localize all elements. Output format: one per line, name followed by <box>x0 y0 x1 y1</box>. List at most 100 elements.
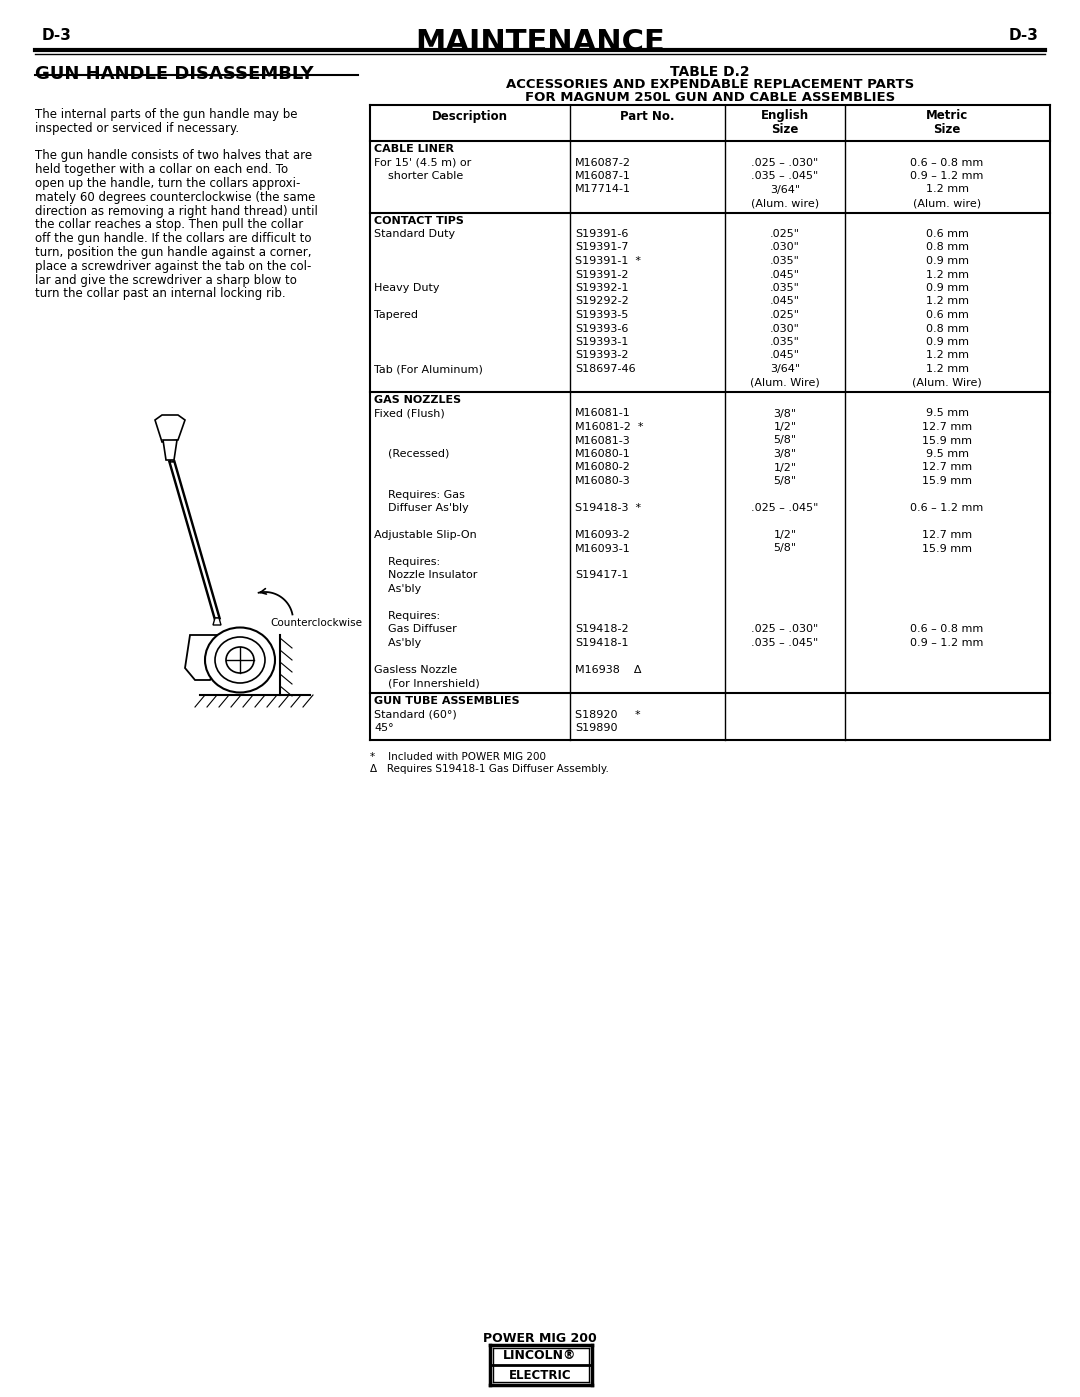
Text: 0.9 mm: 0.9 mm <box>926 284 969 293</box>
Text: *    Included with POWER MIG 200: * Included with POWER MIG 200 <box>370 752 546 761</box>
Text: S19391-6: S19391-6 <box>575 229 629 239</box>
Text: .045": .045" <box>770 270 800 279</box>
Text: .035": .035" <box>770 337 800 346</box>
Text: M16093-2: M16093-2 <box>575 529 631 541</box>
Text: 1/2": 1/2" <box>773 529 797 541</box>
Text: M17714-1: M17714-1 <box>575 184 631 194</box>
Text: 5/8": 5/8" <box>773 543 797 553</box>
Text: GUN HANDLE DISASSEMBLY: GUN HANDLE DISASSEMBLY <box>35 66 313 82</box>
Ellipse shape <box>226 647 254 673</box>
Text: .025": .025" <box>770 229 800 239</box>
Text: The gun handle consists of two halves that are: The gun handle consists of two halves th… <box>35 149 312 162</box>
Text: POWER MIG 200: POWER MIG 200 <box>483 1331 597 1345</box>
Text: (Alum. wire): (Alum. wire) <box>751 198 819 208</box>
Text: Heavy Duty: Heavy Duty <box>374 284 440 293</box>
Text: turn, position the gun handle against a corner,: turn, position the gun handle against a … <box>35 246 311 258</box>
Text: 3/64": 3/64" <box>770 365 800 374</box>
Text: .045": .045" <box>770 351 800 360</box>
Text: 12.7 mm: 12.7 mm <box>922 422 972 432</box>
Text: GAS NOZZLES: GAS NOZZLES <box>374 395 461 405</box>
Text: 1.2 mm: 1.2 mm <box>926 270 969 279</box>
Text: S19418-2: S19418-2 <box>575 624 629 634</box>
Text: S19391-7: S19391-7 <box>575 243 629 253</box>
Text: the collar reaches a stop. Then pull the collar: the collar reaches a stop. Then pull the… <box>35 218 303 232</box>
Text: place a screwdriver against the tab on the col-: place a screwdriver against the tab on t… <box>35 260 311 272</box>
Text: .035 – .045": .035 – .045" <box>752 170 819 182</box>
Polygon shape <box>170 462 219 617</box>
Text: D-3: D-3 <box>42 28 72 43</box>
Text: Fixed (Flush): Fixed (Flush) <box>374 408 445 419</box>
Text: M16081-1: M16081-1 <box>575 408 631 419</box>
Text: D-3: D-3 <box>1008 28 1038 43</box>
Text: CONTACT TIPS: CONTACT TIPS <box>374 215 464 225</box>
Text: (For Innershield): (For Innershield) <box>374 679 480 689</box>
Text: Nozzle Insulator: Nozzle Insulator <box>374 570 477 581</box>
Text: lar and give the screwdriver a sharp blow to: lar and give the screwdriver a sharp blo… <box>35 274 297 286</box>
Text: S19890: S19890 <box>575 724 618 733</box>
Ellipse shape <box>215 637 265 683</box>
Text: Gas Diffuser: Gas Diffuser <box>374 624 457 634</box>
Text: For 15' (4.5 m) or: For 15' (4.5 m) or <box>374 158 471 168</box>
Text: 3/8": 3/8" <box>773 448 797 460</box>
Text: S18920     *: S18920 * <box>575 710 640 719</box>
Text: Requires:: Requires: <box>374 610 441 622</box>
Text: S19418-1: S19418-1 <box>575 638 629 648</box>
Polygon shape <box>213 617 221 624</box>
Text: The internal parts of the gun handle may be: The internal parts of the gun handle may… <box>35 108 297 122</box>
Text: Metric: Metric <box>926 109 968 122</box>
Text: 1/2": 1/2" <box>773 462 797 472</box>
Text: English: English <box>761 109 809 122</box>
Text: Size: Size <box>933 123 961 136</box>
Text: ELECTRIC: ELECTRIC <box>509 1369 571 1382</box>
Text: 1.2 mm: 1.2 mm <box>926 351 969 360</box>
Polygon shape <box>185 636 230 680</box>
Text: As'bly: As'bly <box>374 638 421 648</box>
Text: open up the handle, turn the collars approxi-: open up the handle, turn the collars app… <box>35 177 300 190</box>
Polygon shape <box>163 440 177 460</box>
Text: S19393-2: S19393-2 <box>575 351 629 360</box>
Text: MAINTENANCE: MAINTENANCE <box>415 28 665 57</box>
Ellipse shape <box>205 627 275 693</box>
Text: 45°: 45° <box>374 724 393 733</box>
Text: Tab (For Aluminum): Tab (For Aluminum) <box>374 365 483 374</box>
Text: S19393-1: S19393-1 <box>575 337 629 346</box>
Text: 0.9 mm: 0.9 mm <box>926 256 969 265</box>
Text: (Alum. Wire): (Alum. Wire) <box>913 377 982 387</box>
Text: M16080-2: M16080-2 <box>575 462 631 472</box>
Text: LINCOLN®: LINCOLN® <box>503 1350 577 1362</box>
Text: held together with a collar on each end. To: held together with a collar on each end.… <box>35 163 288 176</box>
Text: 0.9 mm: 0.9 mm <box>926 337 969 346</box>
Text: (Recessed): (Recessed) <box>374 448 449 460</box>
Text: Gasless Nozzle: Gasless Nozzle <box>374 665 457 675</box>
Text: S19417-1: S19417-1 <box>575 570 629 581</box>
Text: off the gun handle. If the collars are difficult to: off the gun handle. If the collars are d… <box>35 232 311 246</box>
Text: 1/2": 1/2" <box>773 422 797 432</box>
Text: .035": .035" <box>770 284 800 293</box>
Text: Standard (60°): Standard (60°) <box>374 710 457 719</box>
Text: S18697-46: S18697-46 <box>575 365 636 374</box>
Text: Adjustable Slip-On: Adjustable Slip-On <box>374 529 476 541</box>
Text: 0.6 – 0.8 mm: 0.6 – 0.8 mm <box>910 158 984 168</box>
Text: shorter Cable: shorter Cable <box>374 170 463 182</box>
Text: Description: Description <box>432 110 508 123</box>
Text: Standard Duty: Standard Duty <box>374 229 455 239</box>
Text: FOR MAGNUM 250L GUN AND CABLE ASSEMBLIES: FOR MAGNUM 250L GUN AND CABLE ASSEMBLIES <box>525 91 895 103</box>
Text: 12.7 mm: 12.7 mm <box>922 462 972 472</box>
Text: 5/8": 5/8" <box>773 476 797 486</box>
Text: 15.9 mm: 15.9 mm <box>922 476 972 486</box>
Text: .035 – .045": .035 – .045" <box>752 638 819 648</box>
Text: S19292-2: S19292-2 <box>575 296 629 306</box>
Text: TABLE D.2: TABLE D.2 <box>671 66 750 80</box>
Text: 12.7 mm: 12.7 mm <box>922 529 972 541</box>
Text: GUN TUBE ASSEMBLIES: GUN TUBE ASSEMBLIES <box>374 696 519 705</box>
Text: M16080-3: M16080-3 <box>575 476 631 486</box>
Text: 0.9 – 1.2 mm: 0.9 – 1.2 mm <box>910 638 984 648</box>
Text: direction as removing a right hand thread) until: direction as removing a right hand threa… <box>35 204 318 218</box>
Text: Diffuser As'bly: Diffuser As'bly <box>374 503 469 513</box>
Text: M16087-1: M16087-1 <box>575 170 631 182</box>
Text: M16087-2: M16087-2 <box>575 158 631 168</box>
Text: Tapered: Tapered <box>374 310 418 320</box>
Text: M16081-3: M16081-3 <box>575 436 631 446</box>
Text: 15.9 mm: 15.9 mm <box>922 543 972 553</box>
Text: inspected or serviced if necessary.: inspected or serviced if necessary. <box>35 122 239 134</box>
